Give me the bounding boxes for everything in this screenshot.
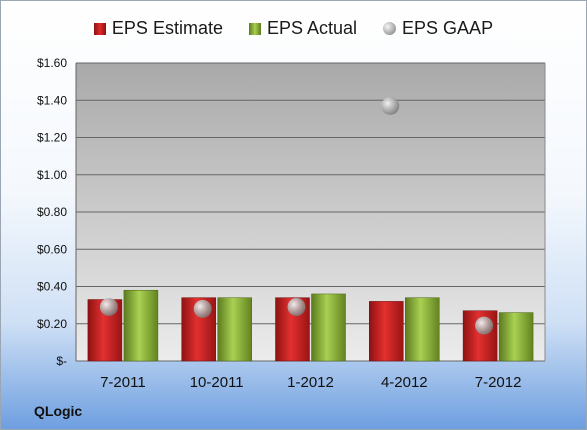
bar-eps-actual [123, 289, 159, 362]
legend-item-actual: EPS Actual [248, 18, 358, 39]
actual-swatch [248, 22, 261, 35]
x-tick-label: 7-2011 [100, 374, 146, 391]
legend-label-gaap: EPS GAAP [402, 18, 494, 38]
bar-eps-estimate [369, 301, 404, 362]
estimate-swatch [93, 22, 106, 35]
y-tick-label: $1.00 [37, 168, 67, 182]
y-tick-label: $1.40 [37, 93, 67, 107]
gaap-points [99, 96, 494, 335]
point-eps-gaap [381, 96, 400, 115]
gaap-swatch [383, 22, 397, 35]
legend-item-gaap: EPS GAAP [383, 18, 493, 39]
x-axis-labels: 7-2011 10-2011 1-2012 4-2012 7-2012 [100, 374, 521, 391]
x-tick-label: 1-2012 [287, 374, 334, 391]
y-tick-label: $1.20 [37, 131, 67, 145]
point-eps-gaap [475, 316, 494, 335]
x-tick-label: 4-2012 [381, 374, 428, 391]
bar-eps-actual [311, 293, 346, 362]
y-tick-label: $0.40 [37, 280, 67, 294]
x-tick-label: 7-2012 [475, 374, 522, 391]
legend: EPS Estimate EPS Actual EPS GAAP [1, 18, 586, 39]
legend-label-actual: EPS Actual [266, 18, 358, 38]
bar-eps-actual [498, 312, 534, 362]
point-eps-gaap [193, 299, 212, 318]
bar-eps-actual [217, 297, 252, 362]
y-tick-label: $0.20 [37, 317, 67, 331]
bar-eps-actual [405, 297, 440, 362]
y-tick-label: $1.60 [37, 56, 67, 70]
legend-label-estimate: EPS Estimate [111, 18, 223, 38]
legend-item-estimate: EPS Estimate [93, 18, 223, 39]
y-tick-label: $0.80 [37, 205, 67, 219]
y-tick-label: $0.60 [37, 242, 67, 256]
bars [87, 289, 534, 362]
point-eps-gaap [99, 297, 118, 316]
x-tick-label: 10-2011 [190, 374, 244, 391]
y-axis-ticks: $- $0.20 $0.40 $0.60 $0.80 $1.00 $1.20 $1.40 $1.… [37, 56, 67, 368]
company-name: QLogic [34, 403, 83, 419]
y-tick-label: $- [56, 354, 67, 368]
point-eps-gaap [287, 297, 306, 316]
